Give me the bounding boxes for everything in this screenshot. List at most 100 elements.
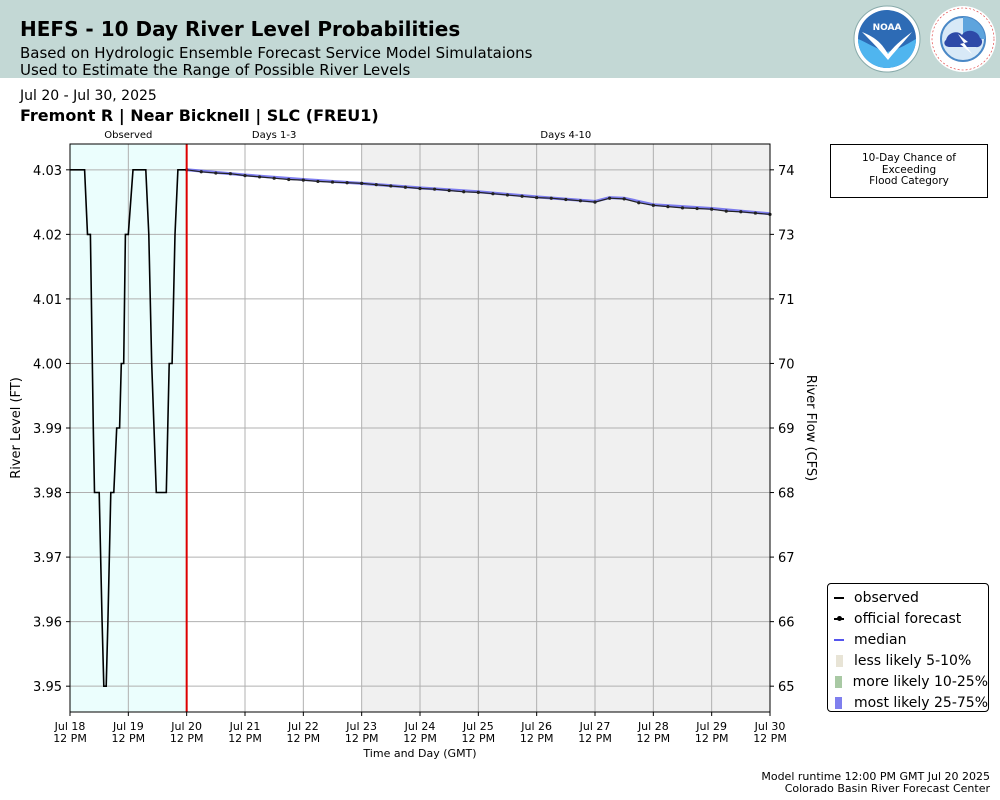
forecast-point [505, 193, 510, 197]
forecast-point [637, 201, 641, 205]
flood-chance-box: 10-Day Chance of Exceeding Flood Categor… [830, 144, 988, 198]
x-tick-label-day: Jul 19 [112, 720, 144, 733]
legend-item: less likely 5-10% [832, 650, 988, 671]
date-range: Jul 20 - Jul 30, 2025 [20, 88, 157, 104]
x-tick-label-day: Jul 18 [54, 720, 86, 733]
station-title: Fremont R | Near Bicknell | SLC (FREU1) [20, 106, 379, 125]
x-tick-label-day: Jul 25 [462, 720, 494, 733]
model-runtime: Model runtime 12:00 PM GMT Jul 20 2025 [761, 770, 990, 783]
forecast-point [564, 197, 568, 202]
x-tick-label-day: Jul 28 [637, 720, 669, 733]
forecast-point [549, 196, 553, 200]
subtitle-line-2: Used to Estimate the Range of Possible R… [20, 61, 411, 79]
forecast-point [403, 185, 408, 189]
legend-label: more likely 10-25% [852, 673, 988, 690]
legend-swatch [832, 612, 846, 626]
period-label: Days 1-3 [252, 130, 296, 141]
y-tick-label: 4.02 [33, 228, 62, 243]
x-tick-label-time: 12 PM [112, 732, 146, 745]
forecast-point [301, 178, 305, 182]
y-tick-label: 3.98 [33, 487, 62, 502]
period-label: Observed [104, 130, 152, 141]
x-tick-label-day: Jul 26 [520, 720, 552, 733]
x-tick-label-time: 12 PM [753, 732, 787, 745]
x-tick-label-time: 12 PM [462, 732, 496, 745]
legend-label: less likely 5-10% [854, 652, 972, 669]
forecast-point [710, 207, 714, 211]
legend-label: most likely 25-75% [853, 694, 988, 711]
noaa-logo-text: NOAA [873, 23, 902, 33]
forecast-point [345, 181, 349, 185]
y2-tick-label: 65 [778, 680, 795, 695]
y2-tick-label: 71 [778, 293, 795, 308]
forecast-point [578, 199, 583, 203]
legend-item: median [832, 629, 988, 650]
forecast-point [520, 194, 524, 198]
forecast-point [330, 180, 335, 184]
flood-chance-line-1: 10-Day Chance of [862, 152, 956, 164]
y2-tick-label: 70 [778, 357, 795, 372]
legend-swatch [832, 591, 846, 605]
x-tick-label-day: Jul 20 [170, 720, 202, 733]
legend-swatch [832, 675, 845, 689]
legend-item: more likely 10-25% [832, 671, 988, 692]
legend-label: median [854, 631, 907, 648]
y2-tick-label: 67 [778, 551, 795, 566]
y-tick-label: 3.97 [33, 551, 62, 566]
x-tick-label-time: 12 PM [695, 732, 729, 745]
forecast-point [374, 183, 378, 187]
forecast-point [651, 203, 655, 207]
y-tick-label: 3.95 [33, 680, 62, 695]
x-tick-label-time: 12 PM [520, 732, 554, 745]
x-tick-label-day: Jul 27 [579, 720, 611, 733]
nws-logo [930, 6, 996, 72]
forecast-point [724, 209, 728, 213]
forecast-point [257, 175, 262, 179]
forecast-point [214, 171, 218, 175]
forecast-point [462, 190, 466, 194]
forecast-point [680, 206, 685, 210]
forecast-point [753, 211, 758, 215]
y2-tick-label: 73 [778, 228, 795, 243]
x-tick-label-time: 12 PM [53, 732, 87, 745]
x-tick-label-day: Jul 21 [229, 720, 261, 733]
forecast-point [243, 174, 247, 178]
forecast-point [447, 188, 451, 193]
forecast-center: Colorado Basin River Forecast Center [784, 782, 990, 795]
noaa-logo: NOAA [853, 5, 921, 73]
forecast-point [491, 192, 495, 196]
legend-swatch [832, 696, 846, 710]
y2-tick-label: 68 [778, 487, 795, 502]
forecast-point [622, 197, 626, 201]
forecast-point [695, 206, 699, 211]
forecast-point [199, 170, 203, 174]
forecast-point [607, 196, 612, 200]
x-tick-label-day: Jul 29 [695, 720, 727, 733]
legend-item: most likely 25-75% [832, 692, 988, 713]
legend-item: observed [832, 587, 988, 608]
forecast-point [476, 190, 480, 195]
x-tick-label-time: 12 PM [170, 732, 204, 745]
y-tick-label: 4.01 [33, 293, 62, 308]
x-tick-label-time: 12 PM [637, 732, 671, 745]
forecast-point [666, 205, 670, 209]
x-axis-label: Time and Day (GMT) [362, 747, 476, 760]
forecast-point [272, 176, 276, 180]
x-tick-label-time: 12 PM [578, 732, 612, 745]
forecast-point [535, 195, 539, 200]
forecast-point [418, 186, 422, 191]
chart-legend: observed official forecast median less like… [827, 583, 989, 712]
forecast-point [316, 179, 320, 184]
chart-series-layer [70, 144, 772, 712]
forecast-point [432, 187, 437, 191]
legend-item: official forecast [832, 608, 988, 629]
flood-chance-line-2: Exceeding [881, 163, 937, 176]
x-tick-label-day: Jul 22 [287, 720, 319, 733]
y-tick-label: 3.99 [33, 422, 62, 437]
x-tick-label-day: Jul 24 [404, 720, 436, 733]
subtitle-line-1: Based on Hydrologic Ensemble Forecast Se… [20, 44, 533, 62]
page-title: HEFS - 10 Day River Level Probabilities [20, 17, 461, 41]
x-tick-label-time: 12 PM [345, 732, 379, 745]
